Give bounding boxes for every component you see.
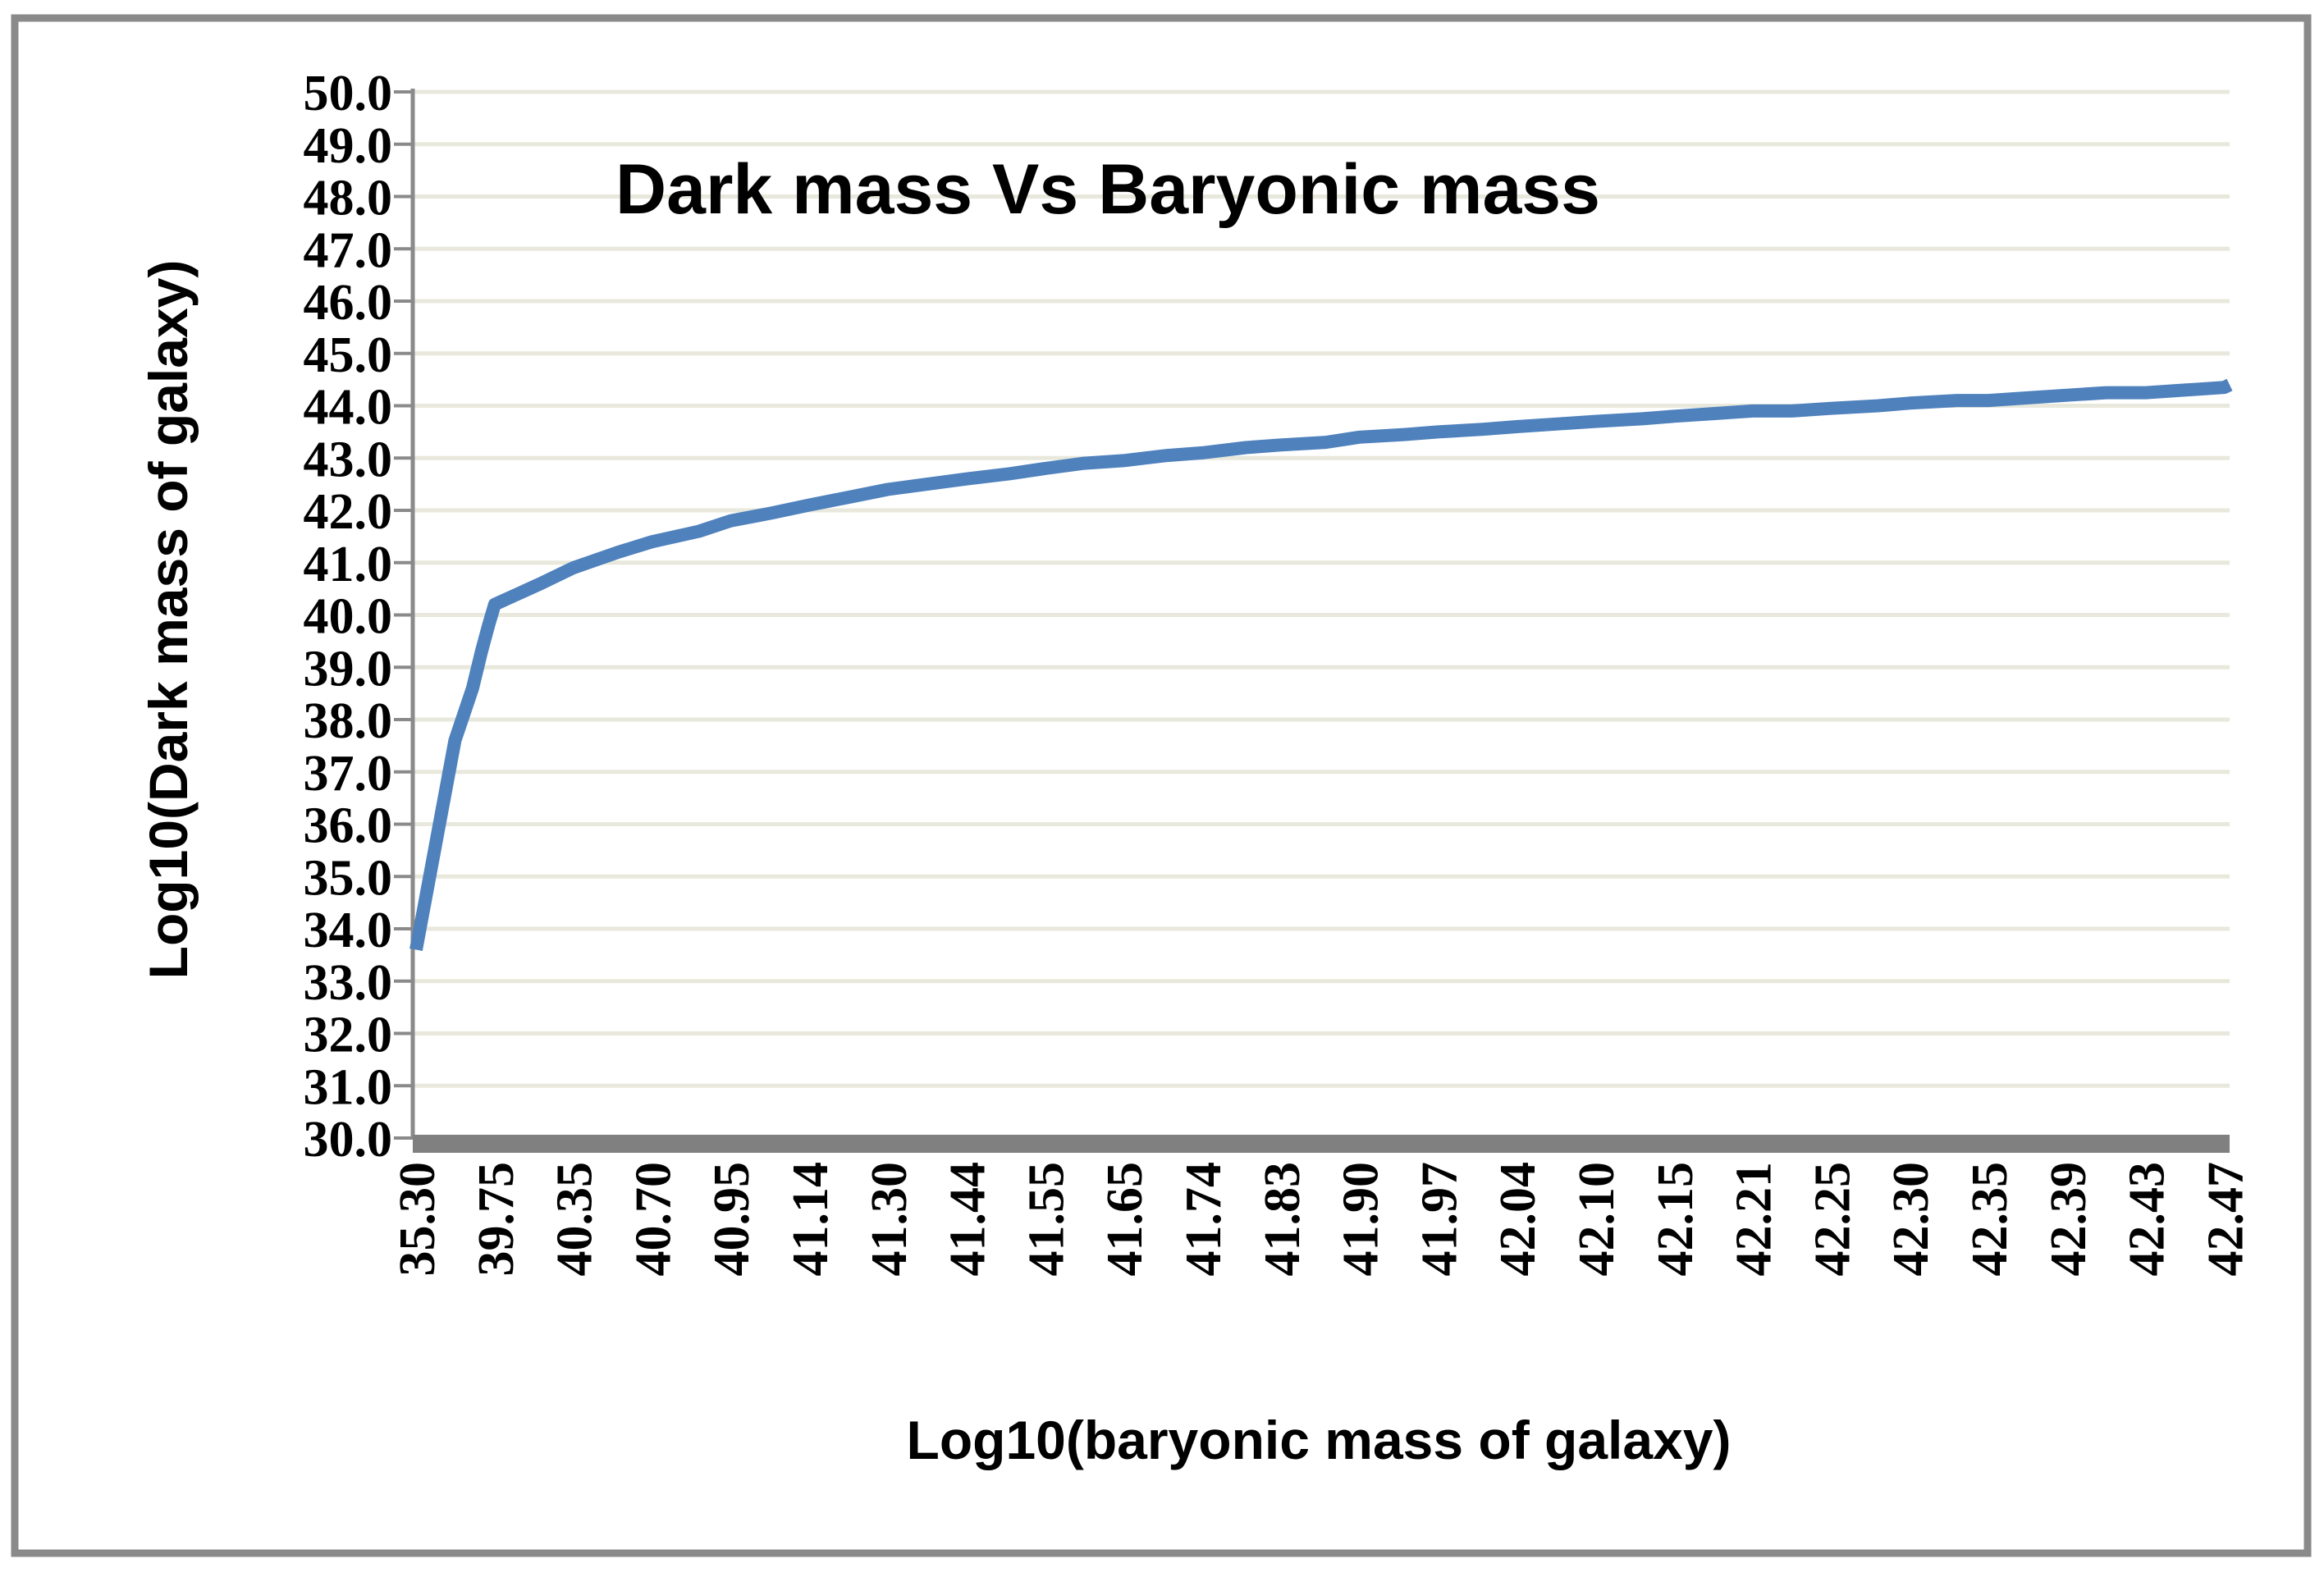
x-tick-label: 40.70 [625,1162,681,1277]
y-tick-label: 34.0 [304,903,393,958]
series-line-0 [409,378,2233,951]
y-tick-label: 50.0 [304,66,393,121]
chart-title: Dark mass Vs Baryonic mass [615,150,1600,229]
label-layer: 30.031.032.033.034.035.036.037.038.039.0… [304,66,2254,1277]
y-tick-label: 41.0 [304,537,393,592]
x-tick-label: 35.30 [390,1162,446,1277]
y-tick-label: 30.0 [304,1112,393,1168]
x-tick-label: 42.35 [1962,1162,2018,1277]
x-tick-label: 42.43 [2120,1162,2175,1277]
x-tick-label: 40.35 [547,1162,603,1277]
y-tick-label: 38.0 [304,693,393,749]
x-tick-label: 42.30 [1883,1162,1939,1277]
x-tick-label: 42.04 [1490,1162,1546,1277]
x-tick-label: 41.83 [1255,1162,1311,1277]
x-tick-label: 42.47 [2198,1162,2253,1277]
grid-layer [413,89,2230,1088]
x-tick-label: 42.25 [1805,1162,1860,1277]
y-tick-label: 35.0 [304,850,393,906]
y-tick-label: 36.0 [304,798,393,854]
y-tick-label: 44.0 [304,380,393,436]
y-tick-label: 45.0 [304,327,393,383]
x-axis-label: Log10(baryonic mass of galaxy) [907,1410,1732,1470]
x-tick-label: 42.21 [1727,1162,1782,1277]
y-tick-label: 43.0 [304,432,393,487]
axis-layer [394,89,2230,1153]
x-tick-label: 41.65 [1097,1162,1153,1277]
chart-frame [11,14,2312,1557]
y-tick-label: 31.0 [304,1059,393,1115]
x-tick-label: 41.14 [783,1162,839,1277]
x-tick-label: 41.55 [1018,1162,1074,1277]
y-tick-label: 42.0 [304,484,393,540]
x-tick-label: 41.74 [1176,1162,1232,1277]
y-tick-label: 32.0 [304,1008,393,1063]
x-tick-label: 40.95 [704,1162,760,1277]
x-tick-label: 42.15 [1648,1162,1704,1277]
x-tick-label: 42.39 [2041,1162,2097,1277]
y-tick-label: 33.0 [304,955,393,1011]
x-axis-line [413,1135,2230,1153]
y-tick-label: 40.0 [304,589,393,645]
y-tick-label: 37.0 [304,746,393,802]
y-tick-label: 39.0 [304,641,393,697]
x-tick-label: 41.44 [940,1162,996,1277]
y-tick-label: 46.0 [304,275,393,331]
x-tick-label: 39.75 [469,1162,524,1277]
x-tick-label: 42.10 [1569,1162,1625,1277]
y-tick-label: 48.0 [304,171,393,226]
y-axis-label: Log10(Dark mass of galaxy) [138,260,199,980]
series-layer [409,378,2233,951]
y-tick-label: 47.0 [304,222,393,278]
y-tick-label: 49.0 [304,118,393,174]
x-tick-label: 41.30 [862,1162,917,1277]
x-tick-label: 41.97 [1411,1162,1467,1277]
x-tick-label: 41.90 [1334,1162,1389,1277]
